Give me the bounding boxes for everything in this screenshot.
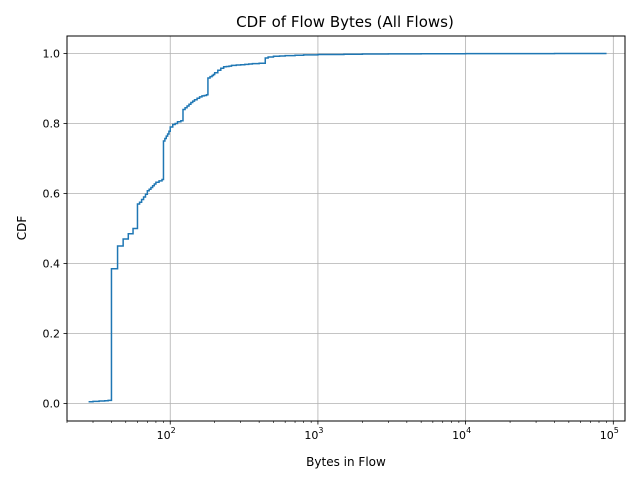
x-tick-exponent: 4 [466,426,471,435]
x-tick-label: 102 [157,426,176,442]
y-tick-label: 0.2 [43,328,61,341]
cdf-series-line [88,52,607,403]
x-tick-label: 105 [600,426,619,442]
y-axis-ticks: 0.0 0.2 0.4 0.6 0.8 1.0 [43,48,67,411]
x-tick-base: 10 [304,429,318,442]
x-tick-label: 104 [452,426,471,442]
x-tick-base: 10 [157,429,171,442]
x-tick-exponent: 3 [318,426,323,435]
x-axis-ticks: 102 103 104 105 [66,421,619,442]
x-tick-base: 10 [452,429,466,442]
x-tick-label: 103 [304,426,323,442]
y-tick-label: 0.8 [43,118,61,131]
x-tick-base: 10 [600,429,614,442]
x-tick-exponent: 5 [614,426,619,435]
y-tick-label: 0.6 [43,188,61,201]
x-axis-label: Bytes in Flow [306,455,386,469]
y-tick-label: 0.0 [43,398,61,411]
grid-lines [67,36,625,421]
chart-title: CDF of Flow Bytes (All Flows) [236,13,454,31]
plot-frame [66,35,626,422]
y-axis-label: CDF [15,216,29,241]
y-tick-label: 1.0 [43,48,61,61]
x-tick-exponent: 2 [171,426,176,435]
y-tick-label: 0.4 [43,258,61,271]
